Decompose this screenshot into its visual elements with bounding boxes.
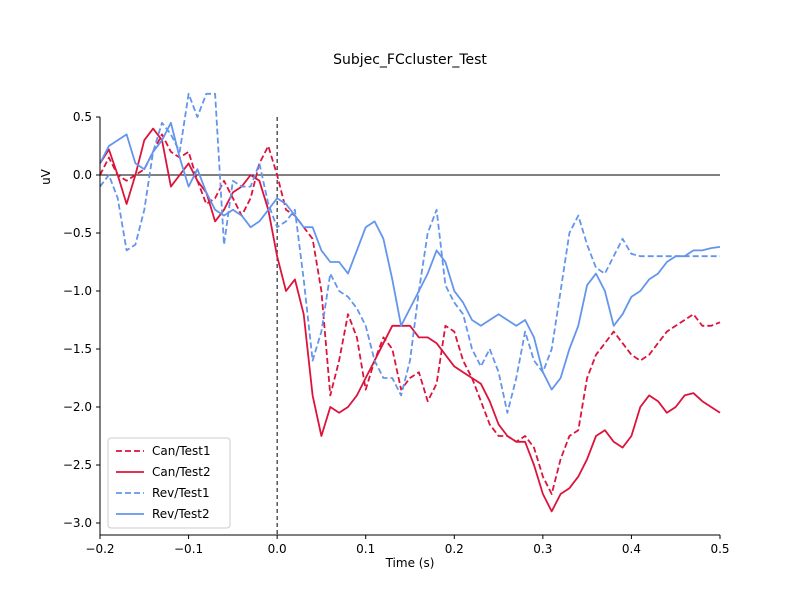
x-tick-label: 0.1 (356, 542, 375, 556)
series-line-rev-test2 (99, 121, 721, 391)
series-line-can-test2 (99, 127, 721, 513)
legend-label: Can/Test1 (152, 444, 211, 458)
x-tick-label: −0.2 (85, 542, 114, 556)
y-tick-label: −0.5 (63, 226, 92, 240)
legend-label: Rev/Test2 (152, 507, 210, 521)
x-tick-label: −0.1 (174, 542, 203, 556)
legend-box (107, 437, 231, 529)
y-tick-label: 0.5 (73, 110, 92, 124)
x-tick-label: 0.3 (533, 542, 552, 556)
y-tick-label: −2.0 (63, 400, 92, 414)
x-tick-label: 0.5 (710, 542, 729, 556)
y-tick-label: −2.5 (63, 458, 92, 472)
axes: −0.2 −0.1 0.0 0.1 0.2 0.3 0.4 0.5 0.5 0.0 −0.5 −1.0… (63, 110, 730, 556)
plot-area (99, 92, 721, 535)
legend-label: Can/Test2 (152, 465, 211, 479)
x-axis-label: Time (s) (385, 556, 435, 570)
legend: Can/Test1 Can/Test2 Rev/Test1 Rev/Test2 (107, 437, 231, 529)
y-tick-label: 0.0 (73, 168, 92, 182)
x-tick-label: 0.2 (445, 542, 464, 556)
chart-title: Subjec_FCcluster_Test (333, 52, 487, 68)
series-line-can-test1 (99, 133, 721, 495)
x-tick-label: 0.0 (268, 542, 287, 556)
y-tick-label: −1.0 (63, 284, 92, 298)
y-tick-label: −3.0 (63, 516, 92, 530)
series-line-rev-test1 (99, 92, 720, 414)
y-axis-label: uV (39, 168, 53, 185)
legend-label: Rev/Test1 (152, 486, 210, 500)
x-tick-label: 0.4 (622, 542, 641, 556)
y-tick-label: −1.5 (63, 342, 92, 356)
